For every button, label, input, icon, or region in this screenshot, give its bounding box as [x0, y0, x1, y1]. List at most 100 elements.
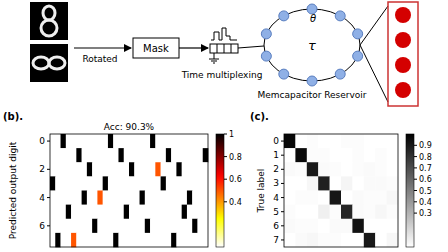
- cell: [171, 233, 177, 247]
- cell: [134, 191, 140, 205]
- cell: [171, 205, 177, 219]
- cell: [161, 176, 167, 190]
- cell: [197, 219, 203, 233]
- cell: [182, 205, 188, 219]
- cell: [295, 162, 307, 176]
- pulse-waveform: [211, 28, 237, 40]
- cell: [187, 134, 193, 148]
- cell: [352, 233, 364, 247]
- cell: [187, 233, 193, 247]
- cell: [352, 219, 364, 233]
- cell: [103, 191, 109, 205]
- cell: [118, 233, 124, 247]
- tick-label: 0: [273, 136, 279, 146]
- cell: [161, 219, 167, 233]
- cell: [182, 191, 188, 205]
- cell: [82, 191, 88, 205]
- cell: [387, 176, 399, 190]
- cell: [166, 176, 172, 190]
- cell: [134, 162, 140, 176]
- tick-label: 7: [273, 235, 279, 245]
- cell: [61, 134, 67, 148]
- cell: [166, 205, 172, 219]
- cell: [307, 162, 319, 176]
- cell: [103, 219, 109, 233]
- cell: [150, 162, 156, 176]
- tick: [47, 225, 50, 226]
- cell: [118, 148, 124, 162]
- cell: [352, 148, 364, 162]
- colorbar-tick-label: 0.8: [419, 153, 432, 162]
- cell: [97, 148, 103, 162]
- cell: [92, 134, 98, 148]
- cell: [50, 176, 56, 190]
- cell: [145, 148, 151, 162]
- cell: [341, 191, 353, 205]
- ground-wire: [214, 53, 215, 59]
- cell: [155, 219, 161, 233]
- cell: [352, 191, 364, 205]
- cell: [87, 134, 93, 148]
- cell: [71, 176, 77, 190]
- tick: [281, 197, 284, 198]
- cells: [50, 134, 208, 247]
- readout-line: [360, 6, 388, 45]
- cell: [318, 233, 330, 247]
- cell: [145, 176, 151, 190]
- cell: [176, 148, 182, 162]
- colorbar-tick: [414, 167, 417, 168]
- cell: [341, 162, 353, 176]
- cell: [192, 134, 198, 148]
- cell: [330, 134, 342, 148]
- cell: [76, 191, 82, 205]
- cell: [387, 219, 399, 233]
- cell: [113, 205, 119, 219]
- cell: [307, 191, 319, 205]
- cell: [150, 233, 156, 247]
- mask-box: [133, 38, 179, 58]
- output-node: [395, 57, 411, 73]
- cell: [71, 191, 77, 205]
- cell: [134, 219, 140, 233]
- plot-frame: [284, 134, 398, 247]
- cell: [103, 176, 109, 190]
- cell: [203, 176, 209, 190]
- cell: [352, 176, 364, 190]
- cell: [330, 233, 342, 247]
- cell: [166, 162, 172, 176]
- output-node: [395, 82, 411, 98]
- cell: [103, 162, 109, 176]
- cell: [50, 233, 56, 247]
- cell: [295, 219, 307, 233]
- cell: [103, 134, 109, 148]
- reservoir-node: [353, 29, 363, 39]
- cell: [145, 191, 151, 205]
- cell: [203, 233, 209, 247]
- cell: [71, 233, 77, 247]
- cell: [82, 162, 88, 176]
- colorbar-tick-label: 0.5: [419, 187, 432, 196]
- cell: [124, 148, 130, 162]
- cell: [118, 176, 124, 190]
- colorbar-tick: [224, 134, 227, 135]
- cell: [155, 148, 161, 162]
- cell: [352, 205, 364, 219]
- cell: [55, 233, 61, 247]
- cell: [82, 219, 88, 233]
- cell: [330, 191, 342, 205]
- cell: [145, 233, 151, 247]
- cell: [284, 148, 296, 162]
- cell: [171, 191, 177, 205]
- cell: [387, 191, 399, 205]
- cell: [192, 148, 198, 162]
- cell: [134, 176, 140, 190]
- tick-label: 3: [273, 178, 279, 188]
- cell: [66, 205, 72, 219]
- cell: [192, 205, 198, 219]
- cell: [50, 162, 56, 176]
- cell: [307, 176, 319, 190]
- cell: [92, 205, 98, 219]
- cell: [341, 205, 353, 219]
- colorbar-tick: [414, 213, 417, 214]
- cell: [182, 162, 188, 176]
